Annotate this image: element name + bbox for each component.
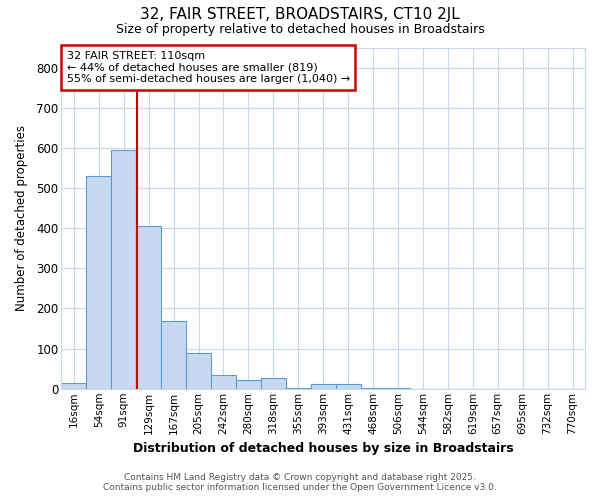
Bar	[386, 388, 410, 389]
X-axis label: Distribution of detached houses by size in Broadstairs: Distribution of detached houses by size …	[133, 442, 514, 455]
Bar	[186, 354, 211, 389]
Bar	[136, 226, 161, 389]
Text: 32, FAIR STREET, BROADSTAIRS, CT10 2JL: 32, FAIR STREET, BROADSTAIRS, CT10 2JL	[140, 8, 460, 22]
Bar	[286, 388, 311, 389]
Bar	[261, 378, 286, 389]
Bar	[211, 374, 236, 389]
Text: Size of property relative to detached houses in Broadstairs: Size of property relative to detached ho…	[116, 22, 484, 36]
Bar	[361, 388, 386, 389]
Bar	[311, 384, 335, 389]
Text: Contains HM Land Registry data © Crown copyright and database right 2025.
Contai: Contains HM Land Registry data © Crown c…	[103, 473, 497, 492]
Bar	[161, 320, 186, 389]
Bar	[335, 384, 361, 389]
Text: 32 FAIR STREET: 110sqm
← 44% of detached houses are smaller (819)
55% of semi-de: 32 FAIR STREET: 110sqm ← 44% of detached…	[67, 51, 350, 84]
Bar	[61, 382, 86, 389]
Y-axis label: Number of detached properties: Number of detached properties	[15, 125, 28, 311]
Bar	[236, 380, 261, 389]
Bar	[86, 176, 111, 389]
Bar	[111, 150, 136, 389]
